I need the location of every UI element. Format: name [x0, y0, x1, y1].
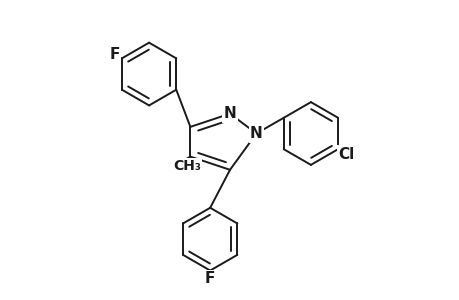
Text: F: F — [205, 271, 215, 286]
Text: Cl: Cl — [338, 147, 354, 162]
Text: F: F — [109, 47, 120, 62]
Text: N: N — [250, 126, 262, 141]
Text: CH₃: CH₃ — [173, 159, 201, 173]
Text: N: N — [223, 106, 236, 121]
